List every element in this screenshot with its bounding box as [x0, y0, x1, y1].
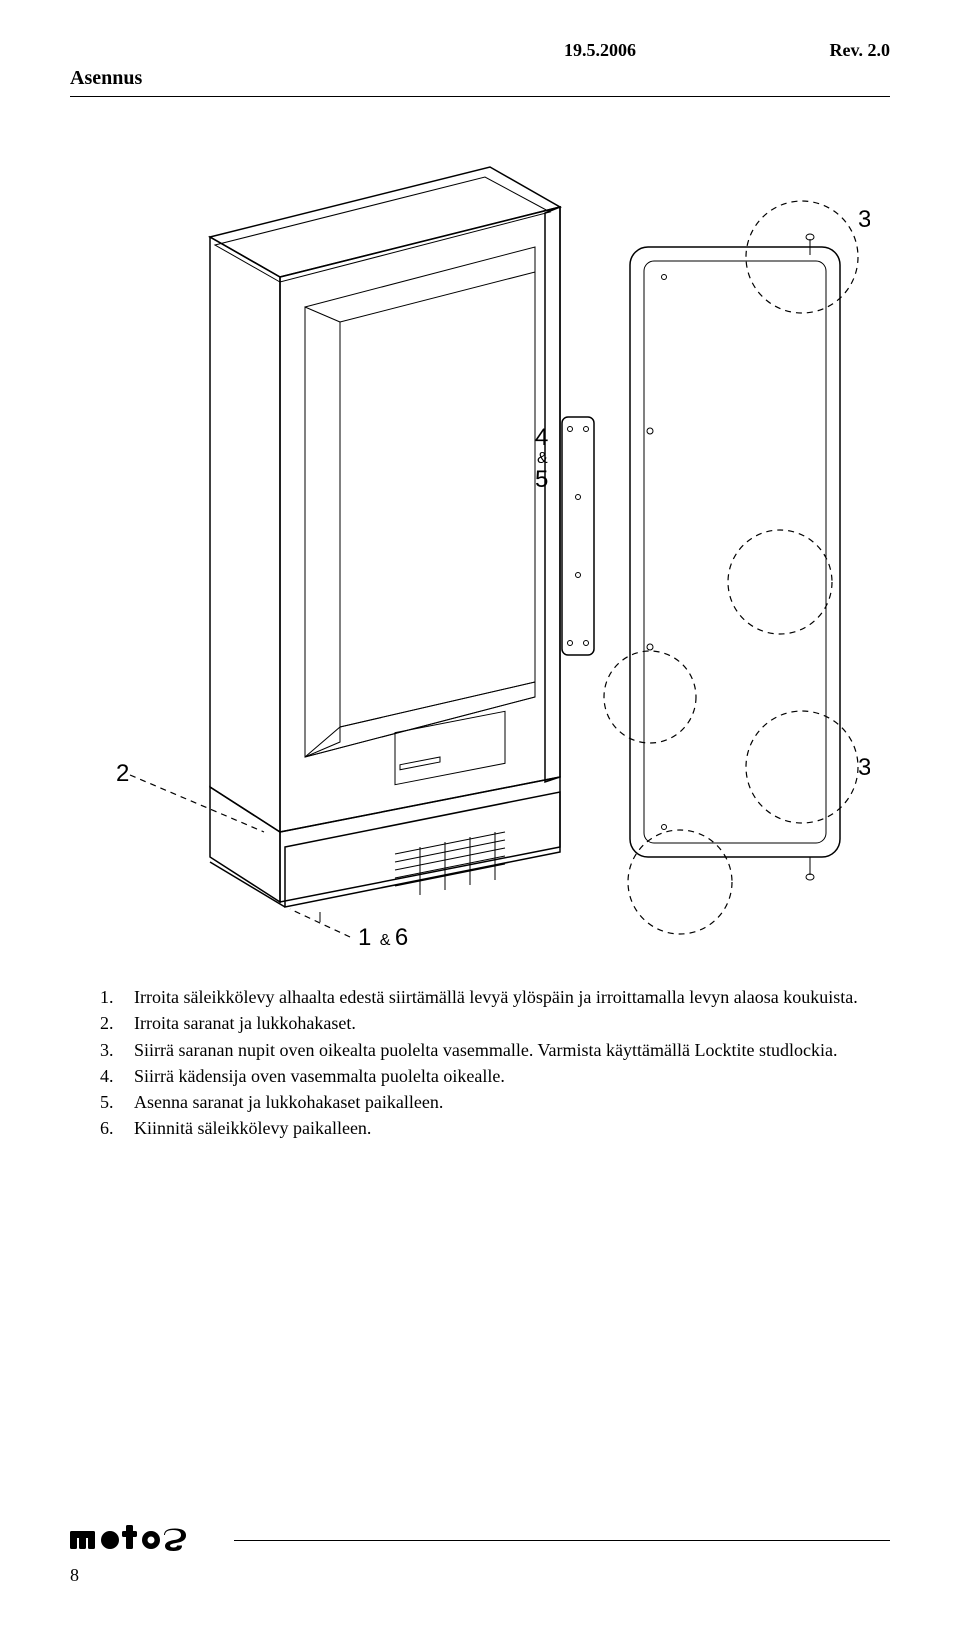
- instruction-item: Irroita säleikkölevy alhaalta edestä sii…: [100, 985, 886, 1009]
- footer-rule: [234, 1540, 890, 1541]
- page: 19.5.2006 Rev. 2.0 Asennus .ln { stroke:…: [0, 0, 960, 1626]
- footer-row: [70, 1523, 890, 1557]
- header-spacer-left: [70, 40, 190, 61]
- instruction-item: Kiinnitä säleikkölevy paikalleen.: [100, 1116, 886, 1140]
- instruction-item: Siirrä saranan nupit oven oikealta puole…: [100, 1038, 886, 1062]
- logo-metos: [70, 1523, 220, 1557]
- instruction-item: Siirrä kädensija oven vasemmalta puolelt…: [100, 1064, 886, 1088]
- section-title: Asennus: [70, 67, 890, 90]
- diagram-label-3-top: 3: [858, 206, 870, 233]
- instruction-item: Irroita saranat ja lukkohakaset.: [100, 1011, 886, 1035]
- instructions: Irroita säleikkölevy alhaalta edestä sii…: [70, 985, 890, 1141]
- diagram-label-3-mid: 3: [858, 754, 870, 781]
- diagram-label-5: 5: [535, 466, 548, 493]
- header-rule: [70, 96, 890, 97]
- diagram-label-1and6: 1 & 6: [358, 924, 408, 951]
- page-number: 8: [70, 1565, 890, 1586]
- instruction-list: Irroita säleikkölevy alhaalta edestä sii…: [100, 985, 886, 1141]
- header-date: 19.5.2006: [430, 40, 770, 61]
- diagram-label-amp: &: [537, 450, 548, 467]
- footer: 8: [70, 1523, 890, 1586]
- exploded-diagram: .ln { stroke:#000; stroke-width:1.5; fil…: [90, 127, 870, 957]
- diagram-label-4: 4: [535, 424, 548, 451]
- instruction-item: Asenna saranat ja lukkohakaset paikallee…: [100, 1090, 886, 1114]
- header-rev: Rev. 2.0: [770, 40, 890, 61]
- header-row: 19.5.2006 Rev. 2.0: [70, 40, 890, 61]
- diagram-label-2: 2: [116, 760, 129, 787]
- diagram: .ln { stroke:#000; stroke-width:1.5; fil…: [70, 127, 890, 957]
